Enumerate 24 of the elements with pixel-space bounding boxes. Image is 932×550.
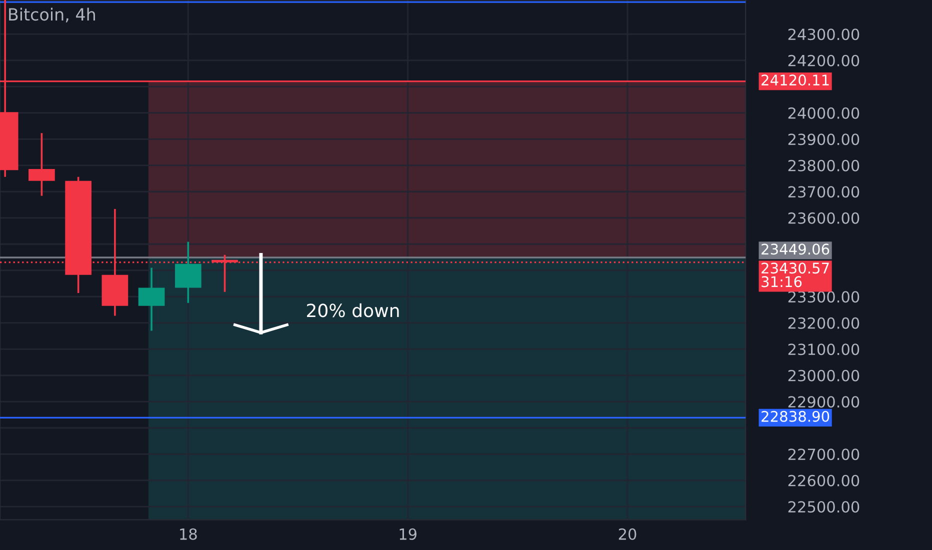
y-tick-label: 24300.00 — [788, 28, 860, 40]
y-tick-label: 23700.00 — [788, 186, 860, 198]
annotation: 20% down — [307, 303, 399, 318]
y-tick-label: 23300.00 — [788, 291, 860, 303]
y-tick-label: 24000.00 — [788, 107, 860, 119]
y-tick-label: 22900.00 — [788, 396, 860, 408]
x-tick-label: 20 — [618, 528, 636, 540]
y-tick-label: 23900.00 — [788, 134, 860, 146]
y-tick-label: 23800.00 — [788, 160, 860, 172]
y-tick-label: 22700.00 — [788, 448, 860, 460]
y-tick-label: 23100.00 — [788, 344, 860, 356]
y-tick-label: 23000.00 — [788, 370, 860, 382]
y-tick-label: 23600.00 — [788, 212, 860, 224]
y-tick-label: 23200.00 — [788, 317, 860, 329]
x-tick-label: 19 — [400, 528, 416, 540]
ref-line-label: 23449.06 — [762, 244, 830, 255]
chart-title: Bitcoin, 4h — [9, 8, 95, 22]
y-tick-label: 22600.00 — [788, 474, 860, 486]
y-tick-label: 22500.00 — [788, 501, 860, 513]
ref-line-label: 23430.57 31:16 — [762, 262, 829, 288]
x-tick-label: 18 — [180, 528, 197, 540]
y-tick-label: 24200.00 — [788, 54, 860, 66]
ref-line-label: 22838.90 — [762, 410, 830, 422]
ref-line-label: 24120.11 — [762, 74, 829, 86]
